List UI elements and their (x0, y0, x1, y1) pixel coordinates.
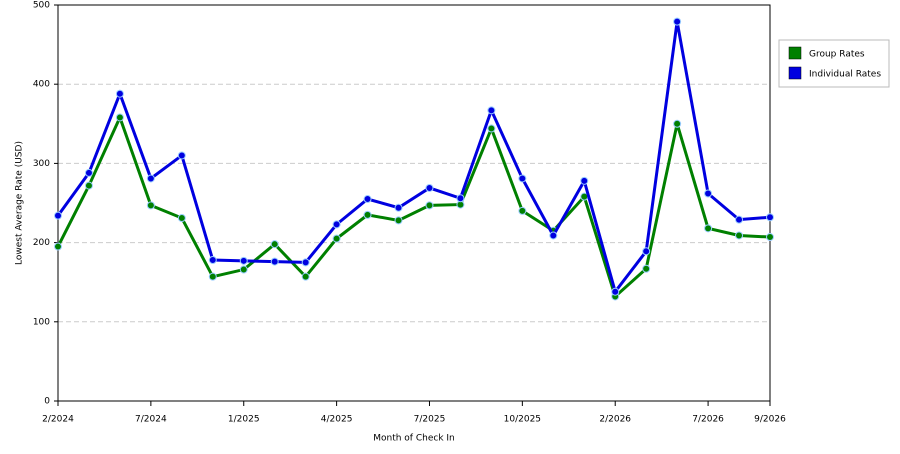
y-axis-title: Lowest Average Rate (USD) (15, 141, 25, 265)
y-tick-label: 300 (33, 159, 50, 169)
point (766, 213, 774, 222)
legend-swatch (788, 46, 802, 60)
x-axis-title: Month of Check In (373, 434, 455, 444)
x-tick-label: 1/2025 (228, 415, 260, 425)
point (208, 272, 217, 281)
point (394, 203, 403, 212)
point (642, 247, 651, 256)
point (425, 183, 434, 192)
point (518, 206, 527, 215)
point (487, 124, 496, 133)
point (270, 257, 279, 266)
point (146, 174, 155, 183)
point (54, 211, 62, 220)
point (673, 119, 682, 128)
plot-frame (57, 4, 771, 402)
point (177, 151, 186, 160)
x-tick-label: 7/2024 (135, 415, 167, 425)
point (115, 113, 124, 122)
x-tick-label: 2/2024 (42, 415, 74, 425)
point (611, 287, 620, 296)
point (146, 201, 155, 210)
x-tick-label: 9/2026 (754, 415, 786, 425)
point (177, 214, 186, 223)
y-tick-label: 0 (44, 397, 50, 407)
point (704, 189, 713, 198)
point (270, 240, 279, 249)
point (84, 181, 93, 190)
point (580, 176, 589, 185)
point (301, 272, 310, 281)
point (208, 256, 217, 265)
point (735, 231, 744, 240)
point (332, 220, 341, 229)
point (301, 258, 310, 267)
x-tick-label: 7/2025 (414, 415, 446, 425)
legend-label: Individual Rates (809, 70, 881, 80)
y-tick-label: 500 (33, 1, 50, 11)
point (549, 231, 558, 240)
point (487, 106, 496, 115)
x-tick-label: 10/2025 (504, 415, 541, 425)
x-tick-label: 4/2025 (321, 415, 353, 425)
point (363, 210, 372, 219)
x-tick-label: 7/2026 (692, 415, 724, 425)
point (363, 195, 372, 204)
point (239, 265, 248, 274)
y-tick-label: 400 (33, 80, 50, 90)
point (239, 256, 248, 265)
point (394, 216, 403, 225)
point (518, 174, 527, 183)
y-tick-label: 200 (33, 238, 50, 248)
y-tick-label: 100 (33, 317, 50, 327)
point (456, 194, 465, 203)
series-line (56, 113, 771, 300)
point (115, 89, 124, 98)
point (54, 242, 62, 251)
point (735, 215, 744, 224)
legend-swatch (788, 66, 802, 80)
point (332, 234, 341, 243)
point (84, 168, 93, 177)
x-tick-label: 2/2026 (599, 415, 631, 425)
point (425, 201, 434, 210)
point (704, 224, 713, 233)
point (766, 233, 774, 242)
series-line (56, 21, 771, 296)
legend-label: Group Rates (809, 50, 865, 60)
point (673, 17, 682, 26)
point (642, 264, 651, 273)
